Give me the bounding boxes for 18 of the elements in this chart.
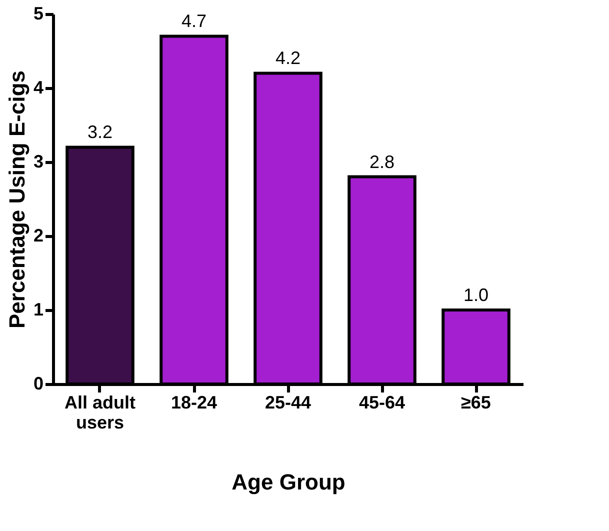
y-tick-label: 4	[33, 78, 44, 98]
y-tick-label: 2	[33, 226, 44, 246]
data-label: 3.2	[87, 122, 113, 142]
y-tick-label: 3	[33, 152, 44, 172]
data-label: 1.0	[463, 285, 489, 305]
y-tick-label: 0	[33, 374, 44, 394]
x-tick-label: 25-44	[264, 392, 312, 412]
x-tick-label: 18-24	[170, 392, 218, 412]
y-tick-label: 1	[33, 300, 44, 320]
data-label: 4.2	[275, 48, 301, 68]
x-tick-label: All adult users	[64, 392, 136, 432]
x-tick-label: 45-64	[358, 392, 406, 412]
y-axis-title: Percentage Using E-cigs	[4, 70, 30, 328]
data-label: 2.8	[369, 152, 395, 172]
x-tick-label: ≥65	[461, 392, 491, 412]
x-axis-title: Age Group	[232, 470, 346, 494]
y-tick-label: 5	[33, 4, 44, 24]
data-label: 4.7	[181, 11, 207, 32]
